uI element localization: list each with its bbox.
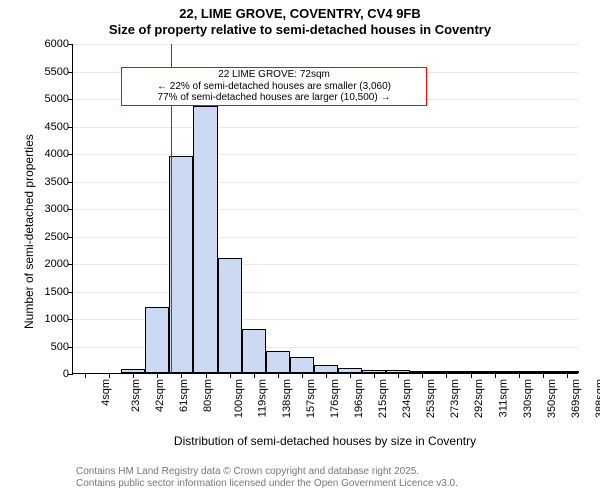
histogram-bar bbox=[169, 156, 193, 373]
ytick-label: 6000 bbox=[45, 38, 69, 50]
x-axis-label: Distribution of semi-detached houses by … bbox=[72, 434, 578, 448]
xtick-mark bbox=[254, 373, 255, 378]
ytick-label: 3000 bbox=[45, 203, 69, 215]
ytick-label: 2500 bbox=[45, 231, 69, 243]
footer-line1: Contains HM Land Registry data © Crown c… bbox=[76, 466, 458, 478]
xtick-label: 23sqm bbox=[130, 379, 142, 412]
ytick-label: 4500 bbox=[45, 121, 69, 133]
title-block: 22, LIME GROVE, COVENTRY, CV4 9FB Size o… bbox=[0, 0, 600, 39]
histogram-bar bbox=[266, 351, 290, 373]
xtick-label: 369sqm bbox=[570, 379, 582, 418]
xtick-label: 215sqm bbox=[377, 379, 389, 418]
xtick-mark bbox=[206, 373, 207, 378]
footer-line2: Contains public sector information licen… bbox=[76, 478, 458, 490]
histogram-bar bbox=[242, 329, 266, 373]
xtick-mark bbox=[350, 373, 351, 378]
ytick-label: 4000 bbox=[45, 148, 69, 160]
xtick-mark bbox=[519, 373, 520, 378]
ytick-label: 3500 bbox=[45, 176, 69, 188]
xtick-label: 176sqm bbox=[329, 379, 341, 418]
xtick-mark bbox=[471, 373, 472, 378]
xtick-label: 350sqm bbox=[546, 379, 558, 418]
annotation-box: 22 LIME GROVE: 72sqm← 22% of semi-detach… bbox=[121, 67, 427, 106]
gridline bbox=[73, 127, 578, 128]
xtick-label: 157sqm bbox=[305, 379, 317, 418]
histogram-bar bbox=[314, 365, 338, 373]
plot: 0500100015002000250030003500400045005000… bbox=[72, 44, 578, 374]
xtick-mark bbox=[326, 373, 327, 378]
xtick-mark bbox=[230, 373, 231, 378]
annotation-line1: 22 LIME GROVE: 72sqm bbox=[124, 69, 424, 81]
gridline bbox=[73, 237, 578, 238]
xtick-label: 273sqm bbox=[450, 379, 462, 418]
xtick-label: 388sqm bbox=[594, 379, 600, 418]
xtick-mark bbox=[157, 373, 158, 378]
histogram-bar bbox=[193, 106, 217, 373]
xtick-label: 119sqm bbox=[256, 379, 268, 417]
histogram-bar bbox=[218, 258, 242, 374]
xtick-mark bbox=[543, 373, 544, 378]
xtick-label: 292sqm bbox=[474, 379, 486, 418]
gridline bbox=[73, 209, 578, 210]
xtick-mark bbox=[278, 373, 279, 378]
xtick-label: 80sqm bbox=[202, 379, 214, 412]
xtick-mark bbox=[302, 373, 303, 378]
xtick-mark bbox=[133, 373, 134, 378]
xtick-label: 42sqm bbox=[154, 379, 166, 412]
xtick-label: 311sqm bbox=[497, 379, 509, 417]
title-line1: 22, LIME GROVE, COVENTRY, CV4 9FB bbox=[0, 6, 600, 22]
xtick-mark bbox=[181, 373, 182, 378]
xtick-mark bbox=[109, 373, 110, 378]
ytick-label: 1500 bbox=[45, 286, 69, 298]
ytick-label: 1000 bbox=[45, 313, 69, 325]
xtick-mark bbox=[374, 373, 375, 378]
annotation-line3: 77% of semi-detached houses are larger (… bbox=[124, 92, 424, 104]
xtick-mark bbox=[398, 373, 399, 378]
xtick-label: 4sqm bbox=[100, 379, 112, 406]
gridline bbox=[73, 264, 578, 265]
gridline bbox=[73, 182, 578, 183]
xtick-label: 253sqm bbox=[425, 379, 437, 418]
xtick-mark bbox=[446, 373, 447, 378]
gridline bbox=[73, 44, 578, 45]
annotation-line2: ← 22% of semi-detached houses are smalle… bbox=[124, 81, 424, 93]
footer: Contains HM Land Registry data © Crown c… bbox=[76, 466, 458, 490]
xtick-mark bbox=[567, 373, 568, 378]
gridline bbox=[73, 292, 578, 293]
xtick-label: 330sqm bbox=[522, 379, 534, 418]
y-axis-label: Number of semi-detached properties bbox=[22, 134, 36, 329]
xtick-mark bbox=[495, 373, 496, 378]
xtick-label: 138sqm bbox=[281, 379, 293, 418]
xtick-label: 196sqm bbox=[353, 379, 365, 418]
ytick-label: 5000 bbox=[45, 93, 69, 105]
xtick-mark bbox=[85, 373, 86, 378]
histogram-bar bbox=[145, 307, 169, 373]
histogram-bar bbox=[290, 357, 314, 374]
ytick-label: 0 bbox=[63, 368, 69, 380]
xtick-label: 234sqm bbox=[401, 379, 413, 418]
chart-container: 22, LIME GROVE, COVENTRY, CV4 9FB Size o… bbox=[0, 0, 600, 500]
ytick-label: 500 bbox=[51, 341, 69, 353]
plot-area: 0500100015002000250030003500400045005000… bbox=[72, 44, 578, 374]
xtick-label: 61sqm bbox=[178, 379, 190, 412]
ytick-label: 2000 bbox=[45, 258, 69, 270]
title-line2: Size of property relative to semi-detach… bbox=[0, 22, 600, 38]
gridline bbox=[73, 154, 578, 155]
xtick-mark bbox=[422, 373, 423, 378]
ytick-label: 5500 bbox=[45, 66, 69, 78]
xtick-label: 100sqm bbox=[233, 379, 245, 418]
